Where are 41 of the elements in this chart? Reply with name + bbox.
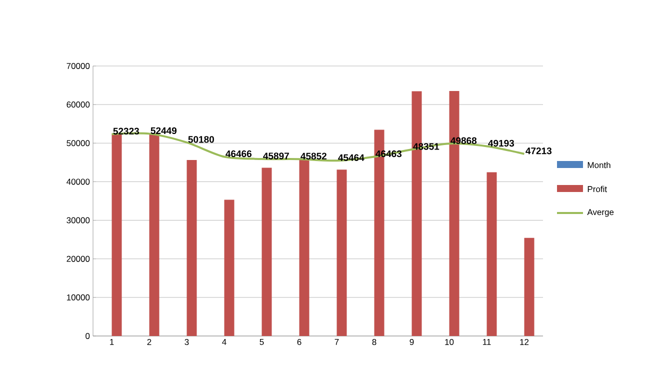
y-tick-label: 10000 [66,294,90,300]
data-label: 49193 [488,140,514,147]
data-label: 50180 [188,136,214,143]
y-tick-label: 0 [86,332,90,339]
bar [149,133,160,336]
data-label: 45852 [300,152,326,160]
x-tick-label: 4 [222,339,226,345]
y-tick-label: 40000 [66,178,90,185]
x-tick-label: 6 [297,339,302,346]
x-tick-label: 5 [260,339,264,345]
x-tick-label: 7 [334,339,339,345]
data-label: 46463 [376,150,402,158]
x-tick-label: 8 [372,339,376,346]
legend-label: Profit [588,186,607,192]
data-label: 47213 [526,148,552,154]
bar [336,170,347,336]
x-tick-label: 11 [482,339,491,345]
legend-label: Averge [587,209,614,217]
y-tick-label: 70000 [66,62,90,69]
bar [112,134,122,336]
bar [486,172,497,336]
bar [186,160,197,336]
legend-label: Month [588,162,610,168]
x-tick-label: 1 [110,339,114,345]
data-label: 48351 [413,143,440,150]
data-label: 46466 [226,150,252,158]
data-label: 52449 [150,127,177,134]
bar [224,200,234,336]
x-tick-label: 3 [184,339,189,346]
y-tick-label: 20000 [66,256,90,262]
data-label: 45897 [263,152,289,160]
x-tick-label: 2 [147,339,152,345]
x-tick-label: 10 [445,339,454,346]
y-tick-label: 50000 [66,140,90,146]
x-tick-label: 12 [520,339,529,345]
x-tick-label: 9 [410,339,414,346]
bar [299,160,310,336]
bar [262,168,272,336]
y-tick-label: 30000 [66,217,90,224]
bar [524,238,534,336]
y-tick-label: 60000 [66,102,90,108]
